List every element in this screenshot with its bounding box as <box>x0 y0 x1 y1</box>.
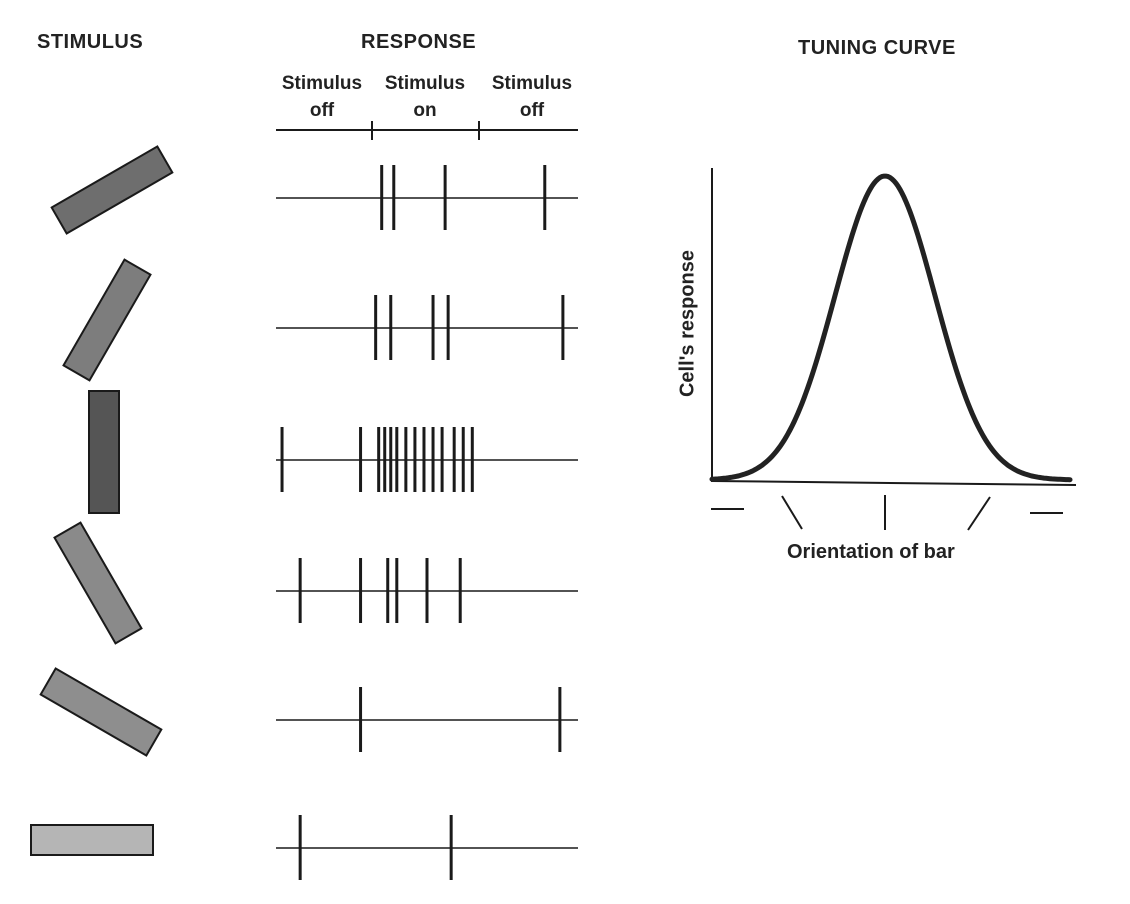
phase-label-off-after: Stimulus off <box>482 70 582 124</box>
stimulus-bar <box>88 390 120 514</box>
phase-label-line2: off <box>519 100 545 121</box>
phase-label-line1: Stimulus <box>281 73 363 94</box>
tuning-curve-heading: TUNING CURVE <box>798 37 956 59</box>
phase-label-line1: Stimulus <box>491 73 573 94</box>
phase-label-line2: off <box>309 100 335 121</box>
response-traces <box>276 121 578 880</box>
tuning-x-axis-label: Orientation of bar <box>787 541 955 563</box>
phase-label-line2: on <box>413 100 437 121</box>
stimulus-bar <box>62 258 152 382</box>
stimulus-bars <box>30 145 174 856</box>
phase-label-line1: Stimulus <box>384 73 466 94</box>
stimulus-bar <box>50 145 174 235</box>
diagonal-bar-tick-icon <box>781 495 803 530</box>
tuning-curve <box>709 173 1073 483</box>
orientation-tick-icons <box>711 495 1063 531</box>
tuning-y-axis-label: Cell's response <box>676 249 699 398</box>
antidiagonal-bar-tick-icon <box>967 496 991 531</box>
response-heading: RESPONSE <box>361 31 477 53</box>
x-axis <box>711 480 1077 486</box>
stimulus-bar <box>39 667 163 757</box>
phase-label-off-before: Stimulus off <box>272 70 372 124</box>
stimulus-bar <box>30 824 154 856</box>
phase-label-on: Stimulus on <box>375 70 475 124</box>
tuning-curve-plot <box>709 168 1077 531</box>
stimulus-heading: STIMULUS <box>37 31 144 53</box>
stimulus-bar <box>53 521 143 645</box>
